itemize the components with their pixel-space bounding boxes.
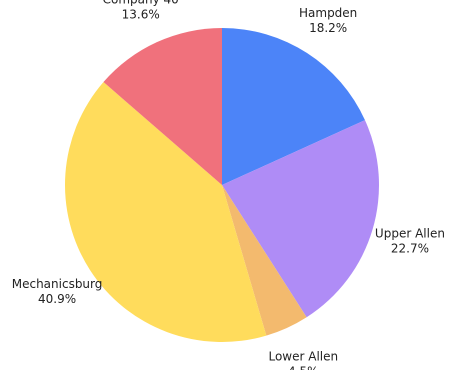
pie-label-name: Upper Allen: [375, 227, 445, 241]
pie-label-value: 22.7%: [391, 242, 429, 256]
pie-label-name: Lower Allen: [268, 349, 338, 363]
pie-slice-lower-allen: [222, 185, 307, 336]
pie-label-value: 13.6%: [122, 8, 160, 22]
pie-label-company-40: Company 4013.6%: [103, 0, 179, 22]
pie-label-value: 4.5%: [288, 364, 319, 370]
pie-label-name: Company 40: [103, 0, 179, 7]
pie-slice-company-40: [103, 28, 222, 185]
pie-slices: [64, 28, 379, 342]
pie-label-lower-allen: Lower Allen4.5%: [268, 349, 338, 370]
pie-label-name: Hampden: [299, 6, 357, 20]
pie-label-name: Mechanicsburg: [12, 277, 103, 291]
pie-label-upper-allen: Upper Allen 22.7%: [375, 227, 445, 256]
pie-slice-upper-allen: [222, 120, 379, 318]
pie-label-hampden: Hampden 18.2%: [299, 6, 357, 35]
pie-label-value: 18.2%: [309, 21, 347, 35]
pie-label-mechanicsburg: Mechanicsburg 40.9%: [12, 277, 103, 306]
pie-label-value: 40.9%: [38, 292, 76, 306]
pie-slice-hampden: [222, 28, 365, 185]
pie-slice-mechanicsburg: [64, 82, 267, 342]
